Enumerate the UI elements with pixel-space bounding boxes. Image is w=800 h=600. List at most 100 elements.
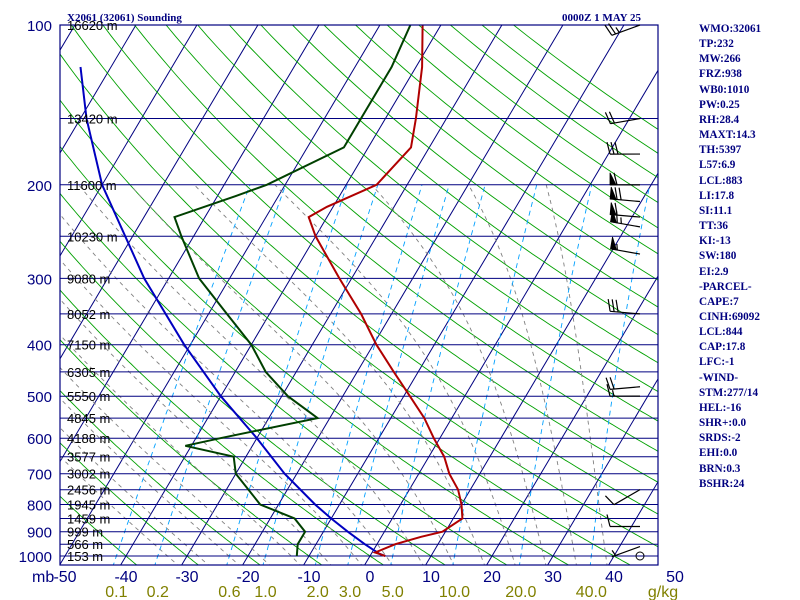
temperature-tick-label: 50 xyxy=(666,569,684,586)
pressure-unit-label: mb xyxy=(32,569,54,586)
sounding-index-item: -WIND- xyxy=(699,371,739,384)
mixing-ratio-line xyxy=(226,184,348,565)
pressure-tick-label: 1000 xyxy=(19,549,52,566)
dry-adiabat-line xyxy=(354,25,658,255)
sounding-index-item: TH:5397 xyxy=(699,144,742,157)
moist-adiabat-line xyxy=(274,184,516,565)
dry-adiabat-line xyxy=(102,25,658,483)
isotherm-line xyxy=(364,69,658,565)
height-label: 13420 m xyxy=(67,112,118,127)
pressure-tick-label: 700 xyxy=(27,467,52,484)
pressure-tick-label: 900 xyxy=(27,525,52,542)
sounding-index-item: HEL:-16 xyxy=(699,401,742,414)
dry-adiabat-line xyxy=(291,25,658,308)
dry-adiabat-line xyxy=(260,25,658,336)
dry-adiabat-line xyxy=(197,25,658,393)
height-label: 999 m xyxy=(67,525,103,540)
dry-adiabat-line xyxy=(60,240,446,565)
sounding-indices-list: WMO:32061 TP:232 MW:266 FRZ:938 WB0:1010 PW:0… xyxy=(699,22,799,492)
moist-adiabat-line xyxy=(60,397,240,565)
pressure-tick-label: 400 xyxy=(27,338,52,355)
height-label: 4845 m xyxy=(67,411,110,426)
wind-barb xyxy=(606,384,641,397)
mixing-ratio-tick-label: 10.0 xyxy=(439,584,470,600)
sounding-index-item: LCL:844 xyxy=(699,326,743,339)
height-label: 2456 m xyxy=(67,483,110,498)
mixing-ratio-unit-label: g/kg xyxy=(648,584,678,600)
pressure-tick-label: 300 xyxy=(27,271,52,288)
dry-adiabat-line xyxy=(228,25,658,364)
mixing-ratio-tick-label: 40.0 xyxy=(576,584,607,600)
dry-adiabat-line xyxy=(133,25,658,452)
sounding-index-item: -PARCEL- xyxy=(699,280,752,293)
mixing-ratio-line xyxy=(519,184,593,565)
pressure-tick-label: 200 xyxy=(27,178,52,195)
dry-adiabat-line xyxy=(60,192,508,565)
moist-adiabat-lines xyxy=(60,184,608,565)
mixing-ratio-line xyxy=(589,184,651,565)
moist-adiabat-line xyxy=(468,184,577,565)
dry-adiabat-line xyxy=(60,442,200,565)
moist-adiabat-line xyxy=(60,298,332,565)
sounding-index-item: CAP:17.8 xyxy=(699,341,746,354)
height-label: 5550 m xyxy=(67,389,110,404)
plot-frame xyxy=(59,24,659,566)
sounding-index-item: EI:2.9 xyxy=(699,265,729,278)
sounding-profiles xyxy=(79,25,464,557)
height-label: 153 m xyxy=(67,549,103,564)
sounding-index-item: FRZ:938 xyxy=(699,68,742,81)
moist-adiabat-line xyxy=(545,184,608,565)
wind-barb xyxy=(610,209,641,228)
mixing-ratio-tick-label: 2.0 xyxy=(307,584,329,600)
sounding-index-item: MAXT:14.3 xyxy=(699,129,756,142)
isotherm-line xyxy=(60,25,198,257)
height-label: 3002 m xyxy=(67,467,110,482)
mixing-ratio-tick-label: 0.6 xyxy=(218,584,240,600)
temperature-tick-label: 40 xyxy=(605,569,623,586)
dry-adiabat-line xyxy=(165,25,658,422)
wind-barb xyxy=(610,236,641,255)
sounding-index-item: EHI:0.0 xyxy=(699,447,738,460)
wind-barb xyxy=(604,111,641,125)
observation-time: 0000Z 1 MAY 25 xyxy=(562,12,641,24)
wind-barb xyxy=(606,514,641,528)
dry-adiabat-line xyxy=(60,495,138,565)
dry-adiabat-line xyxy=(60,389,261,565)
wind-barb xyxy=(611,546,641,558)
height-label: 4188 m xyxy=(67,431,110,446)
sounding-index-item: CAPE:7 xyxy=(699,295,739,308)
mixing-ratio-tick-label: 0.1 xyxy=(105,584,127,600)
temperature-line xyxy=(307,25,464,557)
station-title: X2061 (32061) Sounding xyxy=(67,12,182,24)
mixing-ratio-line xyxy=(112,184,251,565)
wind-barb xyxy=(607,299,641,315)
sounding-index-item: RH:28.4 xyxy=(699,113,740,126)
wind-barb xyxy=(609,186,641,203)
temperature-tick-label: 0 xyxy=(366,569,375,586)
temperature-tick-label: -20 xyxy=(236,569,259,586)
dry-adiabat-line xyxy=(60,145,570,565)
mixing-ratio-tick-label: 0.2 xyxy=(147,584,169,600)
dewpoint-line xyxy=(173,25,412,557)
mixing-ratio-line xyxy=(452,184,538,565)
moist-adiabat-line xyxy=(60,455,179,565)
sounding-index-item: BSHR:24 xyxy=(699,477,745,490)
sounding-index-item: SHR+:0.0 xyxy=(699,417,747,430)
mixing-ratio-tick-label: 3.0 xyxy=(339,584,361,600)
moist-adiabat-line xyxy=(60,427,209,565)
height-label: 10230 m xyxy=(67,229,118,244)
height-label: 11600 m xyxy=(67,178,117,193)
wind-barb xyxy=(604,23,641,36)
temperature-tick-label: -30 xyxy=(175,569,198,586)
isotherm-line xyxy=(486,275,658,565)
dry-adiabat-lines xyxy=(60,25,658,565)
sounding-index-item: CINH:69092 xyxy=(699,310,760,323)
sounding-index-item: KI:-13 xyxy=(699,235,731,248)
isobar-lines xyxy=(60,25,658,557)
height-label: 566 m xyxy=(67,537,103,552)
pressure-tick-label: 600 xyxy=(27,431,52,448)
sounding-index-item: WB0:1010 xyxy=(699,83,750,96)
wind-barbs xyxy=(604,23,645,561)
